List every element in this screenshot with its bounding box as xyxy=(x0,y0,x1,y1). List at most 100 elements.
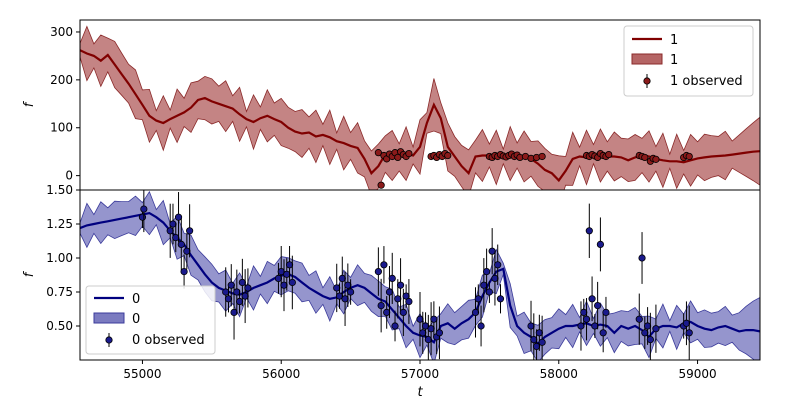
bottom-observed-point xyxy=(222,288,230,296)
bottom-observed-point xyxy=(477,322,485,330)
bottom-observed-point xyxy=(485,288,493,296)
bottom-observed-point xyxy=(233,288,241,296)
x-tick-label: 55000 xyxy=(123,367,161,381)
bottom-observed-point xyxy=(180,267,188,276)
top-y-ticks: 0 100 200 300 xyxy=(50,25,80,183)
bottom-observed-point xyxy=(172,234,180,242)
top-y-tick-label: 100 xyxy=(50,121,73,135)
top-uncertainty-band xyxy=(80,25,760,190)
bottom-y-tick-label: 1.25 xyxy=(46,217,73,231)
bottom-observed-point xyxy=(374,267,382,276)
top-observed-point xyxy=(605,150,613,159)
top-observed-point xyxy=(538,152,546,161)
bottom-observed-point xyxy=(274,274,283,282)
bottom-observed-point xyxy=(471,308,480,316)
bottom-y-tick-label: 1.50 xyxy=(46,183,73,197)
bottom-observed-point xyxy=(527,322,535,330)
bottom-observed-point xyxy=(224,295,233,303)
bottom-observed-point xyxy=(235,297,244,306)
bottom-observed-point xyxy=(424,335,432,344)
top-legend-band-label: 1 xyxy=(670,53,678,68)
bottom-observed-point xyxy=(177,240,185,248)
bottom-observed-point xyxy=(399,308,407,316)
bottom-observed-point xyxy=(582,315,591,323)
bottom-observed-point xyxy=(241,292,249,300)
bottom-observed-point xyxy=(341,295,349,303)
top-y-tick-label: 200 xyxy=(50,73,73,87)
bottom-observed-point xyxy=(283,270,291,278)
bottom-observed-point xyxy=(338,274,346,282)
top-band-area xyxy=(80,25,760,190)
bottom-observed-point xyxy=(591,322,599,330)
bottom-observed-point xyxy=(347,288,355,296)
bottom-observed-point xyxy=(280,281,288,289)
bottom-y-tick-label: 1.00 xyxy=(46,251,73,265)
bottom-legend-band-swatch xyxy=(93,312,125,324)
bottom-observed-point xyxy=(483,267,491,276)
bottom-observed-point xyxy=(138,213,147,221)
top-legend: 1 1 1 observed xyxy=(623,25,754,97)
bottom-y-ticks: 0.50 0.75 1.00 1.25 1.50 xyxy=(46,183,80,333)
bottom-observed-point xyxy=(174,213,183,221)
x-tick-label: 56000 xyxy=(262,367,300,381)
bottom-band-area xyxy=(80,190,760,360)
top-observed-point xyxy=(444,151,452,160)
bottom-observed-point xyxy=(538,338,546,346)
bottom-observed-point xyxy=(491,274,499,282)
bottom-observed-point xyxy=(227,281,235,289)
top-observed-points xyxy=(374,148,693,189)
bottom-observed-point xyxy=(391,322,399,330)
bottom-observed-point xyxy=(333,284,341,292)
bottom-observed-point xyxy=(169,220,177,228)
bottom-observed-point xyxy=(344,281,352,289)
bottom-uncertainty-band xyxy=(80,190,760,360)
bottom-observed-point xyxy=(602,308,610,316)
bottom-observed-point xyxy=(238,278,246,287)
bottom-observed-point xyxy=(244,284,252,292)
top-observed-point xyxy=(652,155,660,163)
bottom-observed-point xyxy=(419,329,427,337)
bottom-observed-point xyxy=(140,205,148,213)
top-legend-point-swatch xyxy=(643,77,651,85)
bottom-observed-point xyxy=(383,308,391,316)
bottom-observed-point xyxy=(532,342,541,350)
bottom-legend: 0 0 0 observed xyxy=(85,285,216,355)
bottom-observed-point xyxy=(530,335,538,344)
bottom-y-tick-label: 0.75 xyxy=(46,285,73,299)
bottom-observed-point xyxy=(288,278,296,287)
bottom-panel: 0.50 0.75 1.00 1.25 1.50 55000 56000 57000 5800… xyxy=(22,183,761,400)
bottom-observed-point xyxy=(285,261,294,269)
bottom-observed-point xyxy=(388,274,396,282)
top-observed-point xyxy=(377,181,385,189)
bottom-x-axis-label: t xyxy=(417,385,423,400)
x-tick-label: 58000 xyxy=(540,367,578,381)
bottom-observed-point xyxy=(394,295,402,303)
bottom-observed-point xyxy=(396,281,405,289)
bottom-observed-point xyxy=(682,319,691,327)
bottom-observed-point xyxy=(494,261,502,269)
bottom-observed-point xyxy=(638,254,646,262)
bottom-observed-point xyxy=(643,322,652,330)
bottom-observed-point xyxy=(646,335,654,344)
bottom-observed-point xyxy=(435,329,444,337)
top-observed-point xyxy=(685,152,693,161)
bottom-observed-point xyxy=(599,329,607,337)
bottom-observed-point xyxy=(594,301,602,310)
bottom-observed-point xyxy=(580,308,588,316)
bottom-observed-point xyxy=(652,325,660,333)
bottom-observed-point xyxy=(427,325,435,333)
x-tick-label: 59000 xyxy=(678,367,716,381)
bottom-observed-point xyxy=(496,295,505,303)
bottom-observed-point xyxy=(488,247,496,255)
top-legend-observed-label: 1 observed xyxy=(670,74,743,89)
bottom-observed-point xyxy=(641,329,649,337)
bottom-observed-points xyxy=(138,190,693,360)
bottom-x-ticks: 55000 56000 57000 58000 59000 xyxy=(123,360,717,381)
top-observed-point xyxy=(641,153,649,162)
top-observed-point xyxy=(394,153,402,162)
bottom-observed-point xyxy=(480,281,488,289)
top-observed-point xyxy=(405,150,413,158)
top-observed-point xyxy=(374,149,382,157)
bottom-observed-point xyxy=(635,315,643,323)
bottom-observed-point xyxy=(380,261,388,269)
